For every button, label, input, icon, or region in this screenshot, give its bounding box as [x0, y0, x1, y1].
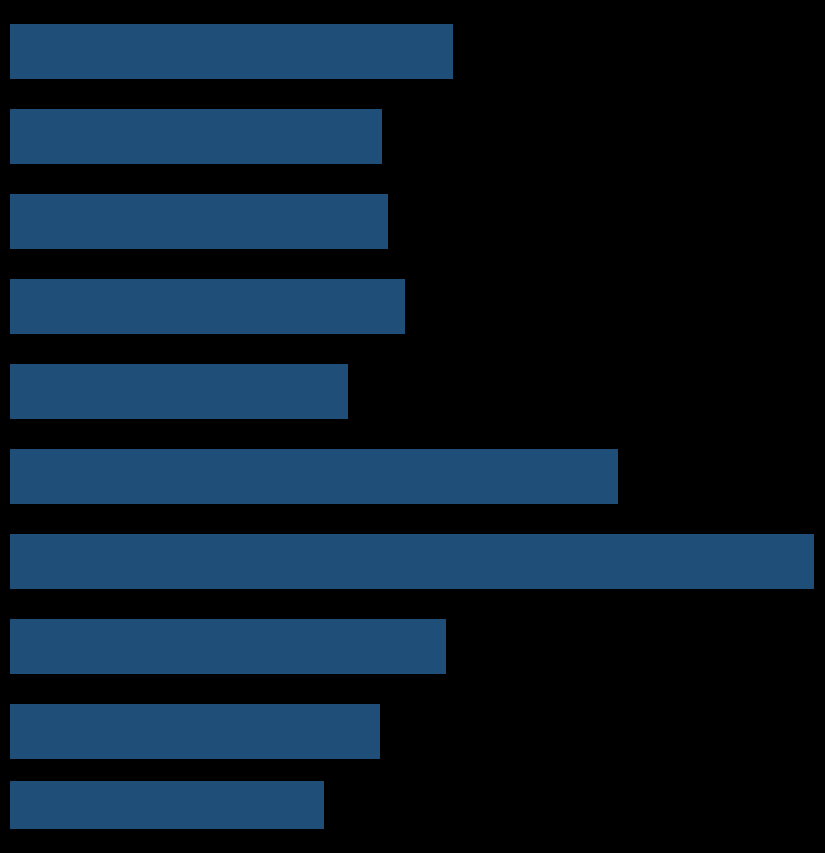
- bar: [10, 279, 405, 334]
- bar-row: [10, 775, 825, 835]
- bar: [10, 109, 382, 164]
- bar: [10, 704, 380, 759]
- bar-row: [10, 180, 825, 262]
- bar: [10, 24, 453, 79]
- bar: [10, 194, 388, 249]
- bar-row: [10, 10, 825, 92]
- bar-row: [10, 690, 825, 772]
- bar-row: [10, 520, 825, 602]
- bar-row: [10, 95, 825, 177]
- bar: [10, 364, 348, 419]
- bar-row: [10, 265, 825, 347]
- bar: [10, 449, 618, 504]
- bar: [10, 619, 446, 674]
- horizontal-bar-chart: [0, 0, 825, 853]
- bar-row: [10, 435, 825, 517]
- bar-row: [10, 605, 825, 687]
- bar: [10, 534, 814, 589]
- bar-row: [10, 350, 825, 432]
- bar: [10, 781, 324, 829]
